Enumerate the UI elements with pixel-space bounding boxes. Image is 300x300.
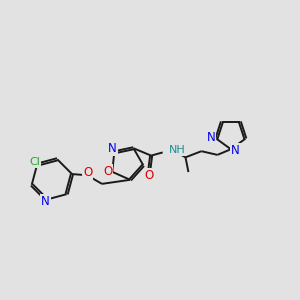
Text: N: N [108,142,117,155]
Text: N: N [207,131,215,144]
Text: O: O [103,165,112,178]
Text: O: O [83,166,92,179]
Text: Cl: Cl [30,157,40,167]
Text: N: N [231,144,240,157]
Text: N: N [41,195,50,208]
Text: O: O [145,169,154,182]
Text: NH: NH [169,145,186,155]
